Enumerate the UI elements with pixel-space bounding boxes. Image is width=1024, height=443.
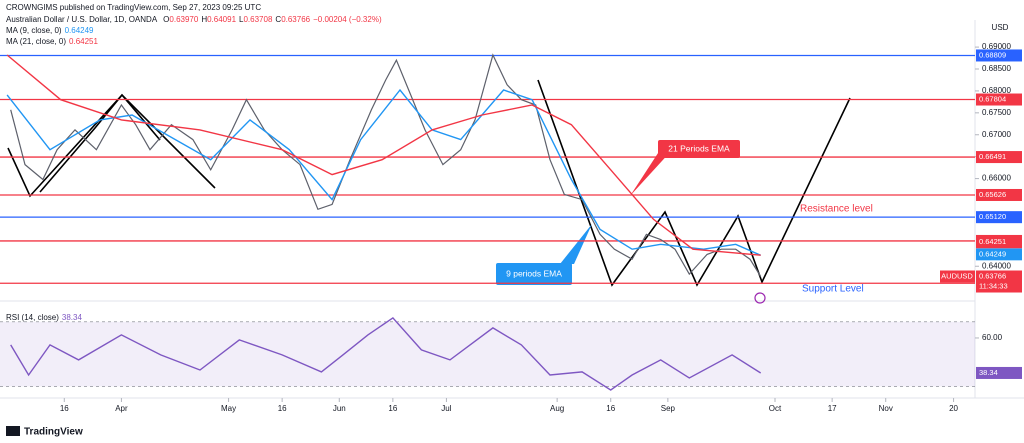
y-tick-label: 60.00 xyxy=(982,333,1003,342)
x-tick-label: 16 xyxy=(606,404,615,413)
annotation: 9 periods EMA xyxy=(506,268,562,278)
event-icon[interactable] xyxy=(754,292,766,304)
change: −0.00204 (−0.32%) xyxy=(313,15,382,24)
ohlc-key: L xyxy=(239,15,244,24)
annotation-box xyxy=(658,140,740,158)
ohlc-key: O xyxy=(163,15,169,24)
x-tick-label: Apr xyxy=(115,404,128,413)
legend-value: 0.64249 xyxy=(65,26,94,35)
y-tick-label: 0.64000 xyxy=(982,261,1011,270)
x-tick-label: Jun xyxy=(333,404,346,413)
y-tick-label: 0.67500 xyxy=(982,108,1011,117)
price-tag-label: 0.65120 xyxy=(979,212,1006,221)
y-tick-label: 0.68000 xyxy=(982,86,1011,95)
legend-value: 38.34 xyxy=(62,313,83,322)
annotation: Support Level xyxy=(802,284,864,295)
price-tag-label: 0.67804 xyxy=(979,95,1006,104)
price-tag-label: 38.34 xyxy=(979,368,998,377)
annotation-pointer xyxy=(560,224,592,264)
ohlc-value: 0.63970 xyxy=(169,15,198,24)
price-tag-label: 0.68809 xyxy=(979,50,1006,59)
x-tick-label: 16 xyxy=(60,404,69,413)
price-tag xyxy=(976,366,1022,379)
legend-entry: MA (9, close, 0) xyxy=(6,26,62,35)
ohlc-key: C xyxy=(275,15,281,24)
y-tick-label: 0.69000 xyxy=(982,42,1011,51)
series-line xyxy=(10,53,762,277)
price-tag-label: 0.65626 xyxy=(979,190,1006,199)
x-tick-label: Jul xyxy=(441,404,451,413)
annotation-box xyxy=(496,263,572,285)
annotation-pointer xyxy=(630,150,672,196)
legend-entry: MA (21, close, 0) xyxy=(6,37,66,46)
x-tick-label: May xyxy=(221,404,236,413)
legend-entry: RSI (14, close) xyxy=(6,313,59,322)
price-tag-label: 0.64251 xyxy=(979,237,1006,246)
x-tick-label: 16 xyxy=(278,404,287,413)
x-tick-label: Sep xyxy=(661,404,676,413)
countdown: 11:34:33 xyxy=(979,281,1008,290)
price-tag-label: 0.64249 xyxy=(979,249,1006,258)
y-tick-label: 0.67000 xyxy=(982,130,1011,139)
price-tag xyxy=(976,236,1022,249)
series-line xyxy=(6,54,761,256)
ohlc-key: H xyxy=(201,15,207,24)
symbol: Australian Dollar / U.S. Dollar, 1D, OAN… xyxy=(6,15,158,24)
ohlc-value: 0.63766 xyxy=(281,15,310,24)
price-tag xyxy=(976,93,1022,106)
currency: USD xyxy=(992,23,1009,32)
x-tick-label: Oct xyxy=(769,404,782,413)
drawing-zigzag xyxy=(7,93,216,198)
x-tick-label: 16 xyxy=(388,404,397,413)
annotation: 21 Periods EMA xyxy=(668,143,730,153)
price-tag-label: 0.66491 xyxy=(979,152,1006,161)
y-tick-label: 0.68500 xyxy=(982,64,1011,73)
symbol-tag-label: AUDUSD xyxy=(941,271,973,280)
annotation: Resistance level xyxy=(800,204,873,215)
footer-brand: TradingView xyxy=(24,427,83,438)
price-tag xyxy=(976,248,1022,261)
symbol-tag xyxy=(940,270,975,283)
price-tag xyxy=(976,151,1022,164)
logo xyxy=(6,426,20,436)
series-line xyxy=(10,316,762,391)
x-tick-label: Aug xyxy=(550,404,564,413)
ohlc-value: 0.63708 xyxy=(243,15,272,24)
price-tag xyxy=(976,188,1022,201)
y-tick-label: 0.66000 xyxy=(982,174,1011,183)
price-tag-label: 0.63766 xyxy=(979,271,1006,280)
price-tag xyxy=(976,270,1022,293)
x-tick-label: 20 xyxy=(949,404,958,413)
x-tick-label: Nov xyxy=(879,404,893,413)
x-tick-label: 17 xyxy=(828,404,837,413)
publisher: CROWNGIMS published on TradingView.com, … xyxy=(6,3,261,12)
price-tag xyxy=(976,49,1022,62)
ohlc-value: 0.64091 xyxy=(207,15,236,24)
legend-value: 0.64251 xyxy=(69,37,98,46)
drawing-zigzag xyxy=(39,93,161,193)
drawing-zigzag xyxy=(537,79,851,287)
price-tag xyxy=(976,211,1022,224)
